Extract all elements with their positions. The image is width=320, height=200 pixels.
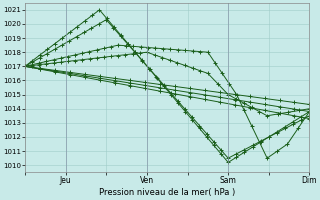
X-axis label: Pression niveau de la mer( hPa ): Pression niveau de la mer( hPa )	[99, 188, 235, 197]
